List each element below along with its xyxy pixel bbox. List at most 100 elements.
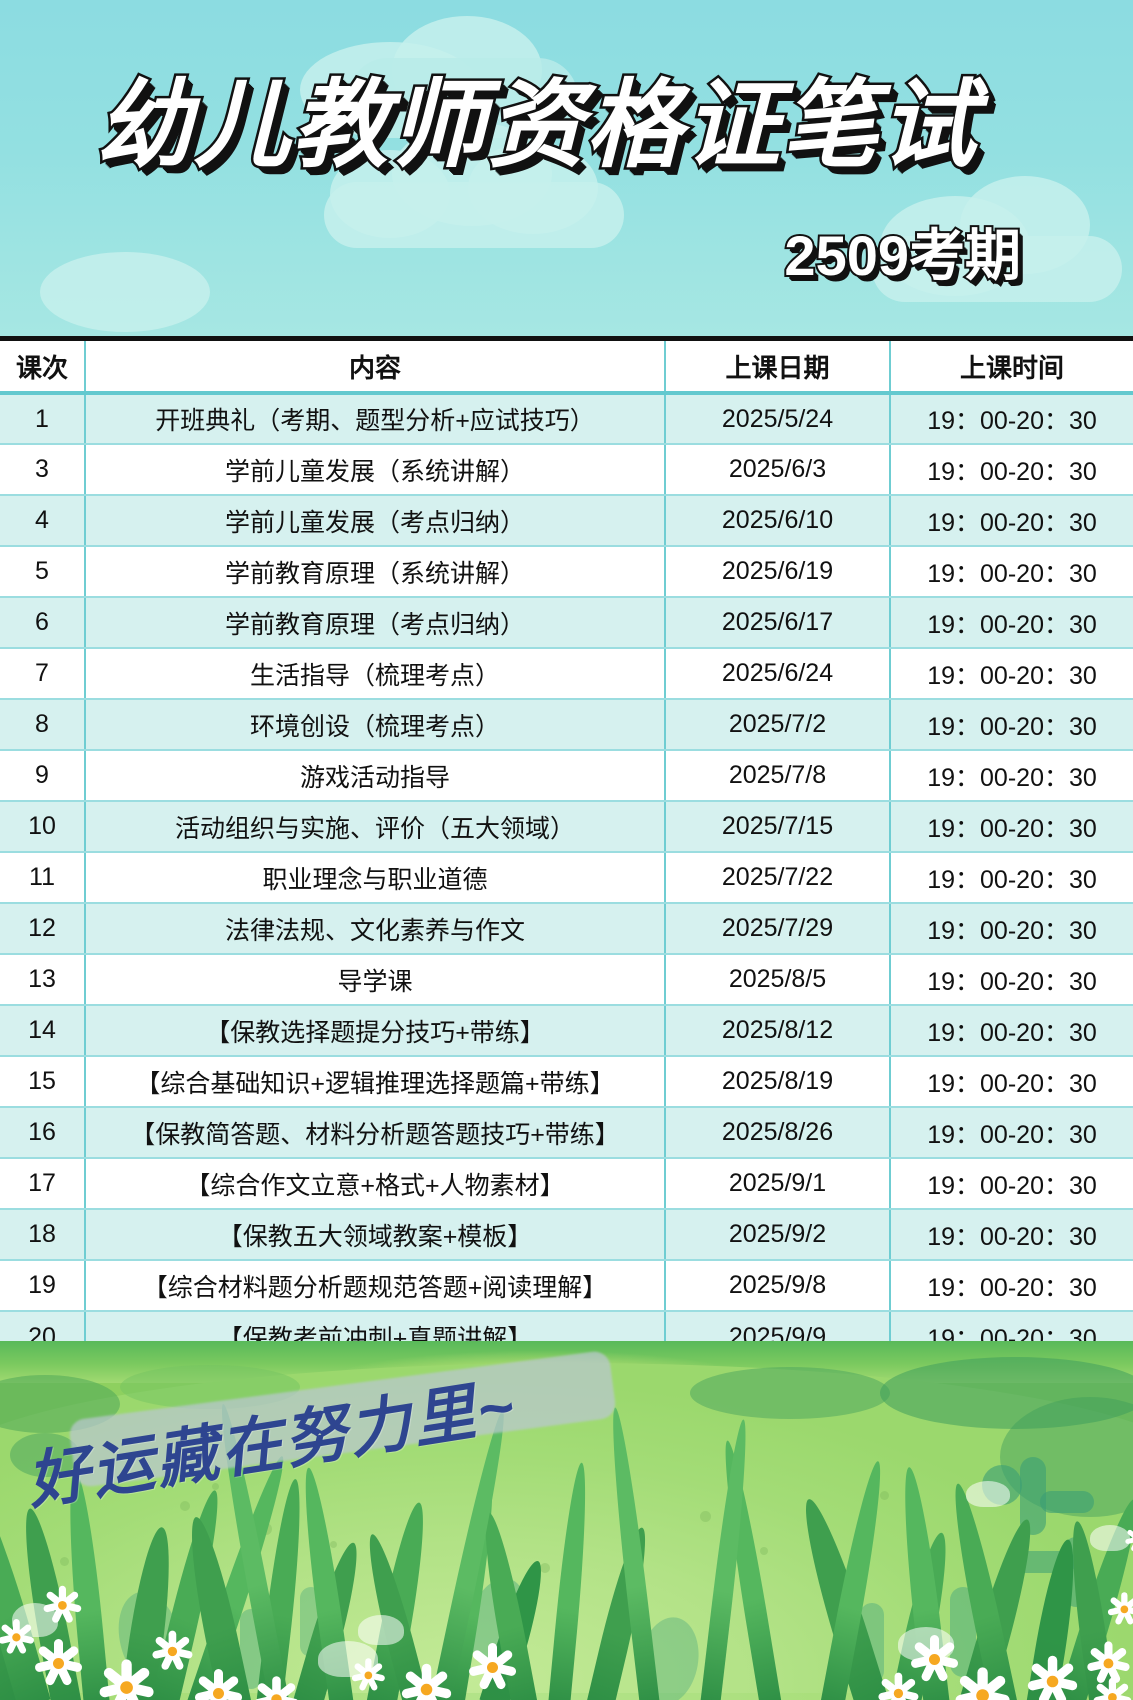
schedule-table-zone: 课次 内容 上课日期 上课时间 1 开班典礼（考期、题型分析+应试技巧） 2025/… [0,336,1133,1362]
flower-center [1103,1658,1113,1668]
pale-leaf [1090,1525,1130,1551]
texture-speck [60,1557,69,1566]
daisy-icon [1092,1677,1132,1700]
table-row: 11 职业理念与职业道德 2025/7/22 19：00-20：30 [0,852,1133,904]
cell-course-no: 3 [0,444,86,496]
cell-course-no: 12 [0,903,86,955]
texture-speck [880,1491,889,1500]
texture-speck [212,1483,219,1490]
cell-content: 学前儿童发展（考点归纳） [85,495,666,547]
cell-course-no: 16 [0,1107,86,1159]
column-header-no: 课次 [0,341,86,395]
pale-leaf [966,1481,1010,1507]
daisy-icon [467,1643,517,1691]
schedule-table: 课次 内容 上课日期 上课时间 1 开班典礼（考期、题型分析+应试技巧） 2025/… [0,341,1133,1362]
flower-center [1107,1692,1117,1700]
daisy-icon [400,1663,452,1700]
cell-time: 19：00-20：30 [890,801,1133,853]
cell-course-no: 7 [0,648,86,700]
cell-time: 19：00-20：30 [890,546,1133,598]
table-row: 13 导学课 2025/8/5 19：00-20：30 [0,954,1133,1006]
cell-date: 2025/6/10 [665,495,891,547]
daisy-icon [151,1630,193,1672]
cell-time: 19：00-20：30 [890,954,1133,1006]
cell-content: 【综合材料题分析题规范答题+阅读理解】 [85,1260,666,1312]
table-header-row: 课次 内容 上课日期 上课时间 [0,341,1133,395]
cell-date: 2025/7/22 [665,852,891,904]
cell-content: 环境创设（梳理考点） [85,699,666,751]
cell-time: 19：00-20：30 [890,393,1133,445]
sprig-shape [1040,1491,1094,1513]
cell-time: 19：00-20：30 [890,750,1133,802]
cell-course-no: 5 [0,546,86,598]
cell-time: 19：00-20：30 [890,1056,1133,1108]
cloud-icon [872,236,1122,302]
petal [1124,1536,1133,1545]
petal [1047,1655,1057,1678]
table-row: 7 生活指导（梳理考点） 2025/6/24 19：00-20：30 [0,648,1133,700]
table-row: 15 【综合基础知识+逻辑推理选择题篇+带练】 2025/8/19 19：00-20：… [0,1056,1133,1108]
cell-content: 导学课 [85,954,666,1006]
table-row: 9 游戏活动指导 2025/7/8 19：00-20：30 [0,750,1133,802]
cloud-icon [324,182,624,248]
table-row: 3 学前儿童发展（系统讲解） 2025/6/3 19：00-20：30 [0,444,1133,496]
cell-time: 19：00-20：30 [890,1260,1133,1312]
cell-content: 生活指导（梳理考点） [85,648,666,700]
cell-date: 2025/6/17 [665,597,891,649]
table-row: 1 开班典礼（考期、题型分析+应试技巧） 2025/5/24 19：00-20：30 [0,393,1133,445]
cell-date: 2025/5/24 [665,393,891,445]
petal [168,1630,176,1649]
petal [53,1639,63,1660]
table-row: 8 环境创设（梳理考点） 2025/7/2 19：00-20：30 [0,699,1133,751]
cell-content: 游戏活动指导 [85,750,666,802]
petal [58,1585,66,1603]
cell-course-no: 10 [0,801,86,853]
flower-center [364,1671,372,1679]
cell-date: 2025/7/2 [665,699,891,751]
flower-center [11,1632,21,1642]
cell-time: 19：00-20：30 [890,1107,1133,1159]
cell-course-no: 11 [0,852,86,904]
table-row: 12 法律法规、文化素养与作文 2025/7/29 19：00-20：30 [0,903,1133,955]
texture-speck [700,1511,711,1522]
schedule-table-body: 1 开班典礼（考期、题型分析+应试技巧） 2025/5/24 19：00-20：30 3… [0,393,1133,1362]
table-row: 5 学前教育原理（系统讲解） 2025/6/19 19：00-20：30 [0,546,1133,598]
column-header-content: 内容 [85,341,666,395]
texture-speck [760,1547,768,1555]
flower-center [975,1688,989,1700]
cell-date: 2025/8/12 [665,1005,891,1057]
table-row: 4 学前儿童发展（考点归纳） 2025/6/10 19：00-20：30 [0,495,1133,547]
daisy-icon [193,1669,243,1700]
cell-date: 2025/9/1 [665,1158,891,1210]
petal [929,1635,939,1656]
cell-content: 【保教五大领域教案+模板】 [85,1209,666,1261]
cell-time: 19：00-20：30 [890,903,1133,955]
cell-course-no: 1 [0,393,86,445]
cell-course-no: 14 [0,1005,86,1057]
petal [1120,1592,1128,1607]
flower-center [119,1680,133,1694]
cell-course-no: 13 [0,954,86,1006]
exam-term-subtitle: 2509考期 [782,224,1023,287]
cell-date: 2025/9/8 [665,1260,891,1312]
cell-content: 法律法规、文化素养与作文 [85,903,666,955]
table-row: 19 【综合材料题分析题规范答题+阅读理解】 2025/9/8 19：00-20：30 [0,1260,1133,1312]
cell-content: 【保教选择题提分技巧+带练】 [85,1005,666,1057]
petal [271,1676,281,1697]
flower-center [1046,1675,1058,1687]
cell-date: 2025/7/29 [665,903,891,955]
cell-course-no: 19 [0,1260,86,1312]
table-row: 18 【保教五大领域教案+模板】 2025/9/2 19：00-20：30 [0,1209,1133,1261]
page-title: 幼儿教师资格证笔试 [94,72,979,179]
cell-course-no: 8 [0,699,86,751]
cell-time: 19：00-20：30 [890,495,1133,547]
cell-time: 19：00-20：30 [890,597,1133,649]
daisy-icon [0,1619,35,1655]
petal [12,1619,20,1635]
daisy-icon [909,1635,959,1683]
flower-center [928,1653,940,1665]
cell-course-no: 18 [0,1209,86,1261]
petal [120,1659,132,1684]
table-row: 17 【综合作文立意+格式+人物素材】 2025/9/1 19：00-20：30 [0,1158,1133,1210]
